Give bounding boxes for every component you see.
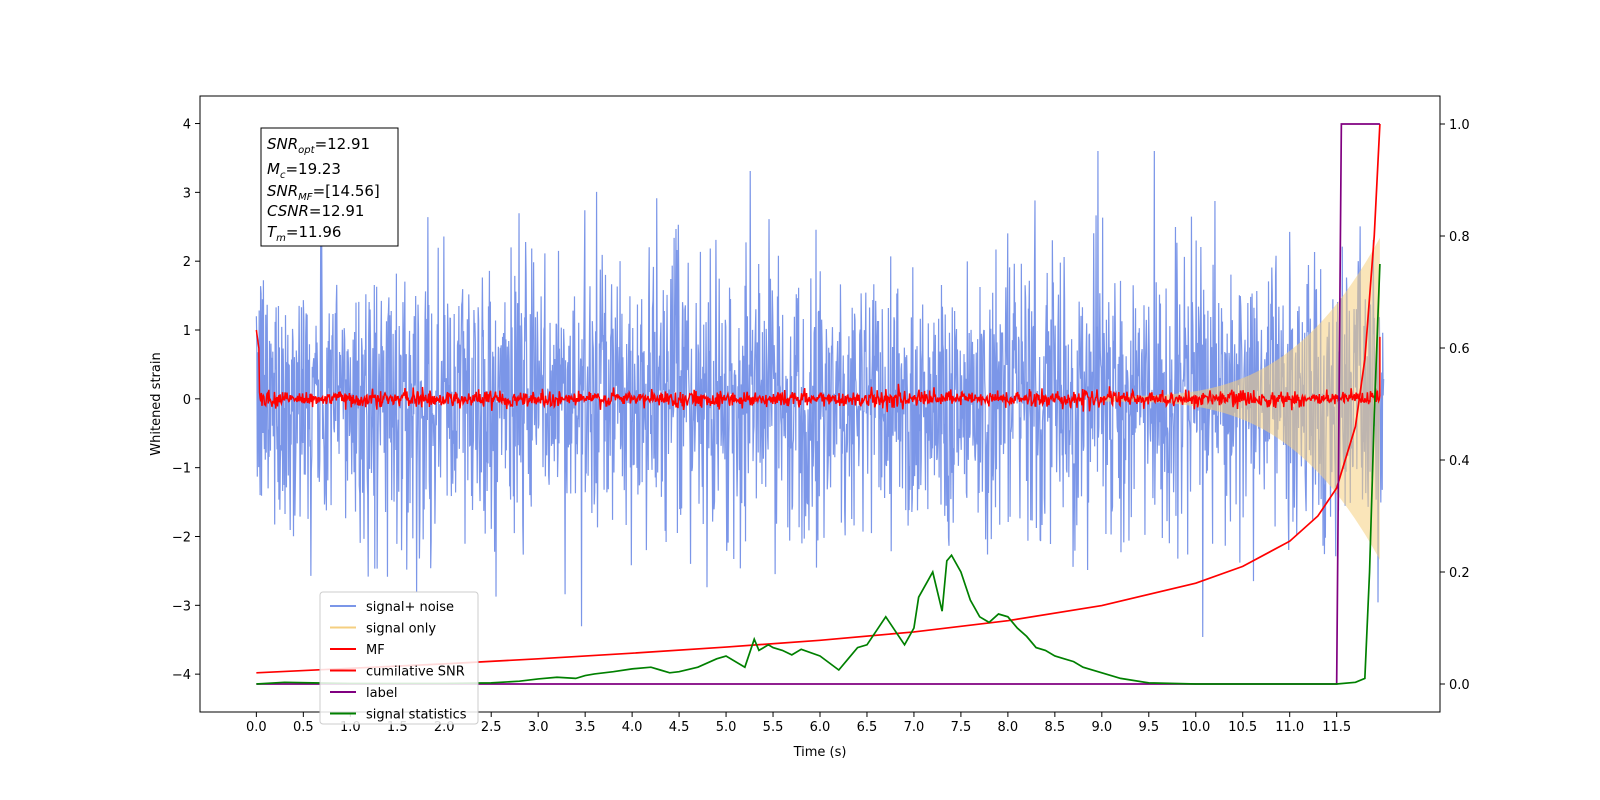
y2-tick-label: 0.4: [1449, 454, 1470, 469]
y-tick-label: −4: [172, 668, 191, 683]
x-tick-label: 10.0: [1181, 720, 1210, 735]
x-tick-label: 3.0: [528, 720, 549, 735]
svg-text:SNRopt=12.91: SNRopt=12.91: [267, 135, 370, 156]
y-axis-label: Whitened strain: [149, 352, 164, 455]
series-signal-statistics: [256, 263, 1381, 685]
series-cumulative-snr: [256, 123, 1381, 674]
y-tick-label: 2: [183, 255, 191, 270]
x-tick-label: 2.5: [481, 720, 502, 735]
y2-tick-label: 0.6: [1449, 342, 1470, 357]
y-tick-label: 4: [183, 118, 191, 133]
legend-label: signal statistics: [366, 708, 467, 723]
x-tick-label: 7.0: [904, 720, 925, 735]
legend: signal+ noise signal only MF cumilative SNR…: [319, 591, 479, 725]
y-tick-label: −1: [172, 462, 191, 477]
x-tick-label: 5.5: [763, 720, 784, 735]
mc-value: =19.23: [285, 160, 341, 178]
y2-tick-label: 0.2: [1449, 566, 1470, 581]
x-tick-label: 9.0: [1091, 720, 1112, 735]
x-tick-label: 4.0: [622, 720, 643, 735]
x-tick-label: 6.5: [857, 720, 878, 735]
y2-tick-label: 0.0: [1449, 678, 1470, 693]
y2-tick-label: 0.8: [1449, 230, 1470, 245]
series-label: [256, 123, 1380, 685]
svg-text:CSNR=12.91: CSNR=12.91: [267, 202, 364, 220]
x-tick-label: 7.5: [951, 720, 972, 735]
x-tick-label: 5.0: [716, 720, 737, 735]
svg-text:Tm=11.96: Tm=11.96: [267, 223, 341, 244]
series-signal-noise: [255, 151, 1385, 637]
legend-label: signal only: [366, 622, 436, 637]
csnr-value: =12.91: [309, 202, 365, 220]
y-tick-label: −2: [172, 530, 191, 545]
x-tick-label: 4.5: [669, 720, 690, 735]
snr-opt-value: =12.91: [315, 135, 371, 153]
x-tick-label: 0.0: [246, 720, 267, 735]
parameter-annotation: SNRopt=12.91 Mc=19.23 SNRMF=[14.56] CSNR…: [260, 127, 399, 247]
x-tick-label: 10.5: [1228, 720, 1257, 735]
svg-text:Mc=19.23: Mc=19.23: [267, 160, 341, 181]
legend-label: cumilative SNR: [366, 665, 465, 680]
legend-label: label: [366, 686, 397, 701]
x-tick-label: 9.5: [1138, 720, 1159, 735]
x-tick-label: 3.5: [575, 720, 596, 735]
svg-text:SNRMF=[14.56]: SNRMF=[14.56]: [267, 182, 380, 203]
tm-value: =11.96: [286, 223, 342, 241]
x-tick-label: 8.0: [998, 720, 1019, 735]
y-tick-label: 3: [183, 186, 191, 201]
x-tick-label: 0.5: [293, 720, 314, 735]
x-tick-label: 11.5: [1322, 720, 1351, 735]
y2-tick-label: 1.0: [1449, 118, 1470, 133]
series-mf: [255, 329, 1381, 413]
y-tick-label: 1: [183, 324, 191, 339]
snr-mf-value: =[14.56]: [313, 182, 380, 200]
y-tick-label: −3: [172, 599, 191, 614]
y-tick-label: 0: [183, 393, 191, 408]
x-tick-label: 6.0: [810, 720, 831, 735]
legend-label: signal+ noise: [366, 600, 454, 615]
x-tick-label: 8.5: [1045, 720, 1066, 735]
legend-label: MF: [366, 643, 385, 658]
x-axis-label: Time (s): [793, 745, 847, 760]
x-tick-label: 11.0: [1275, 720, 1304, 735]
